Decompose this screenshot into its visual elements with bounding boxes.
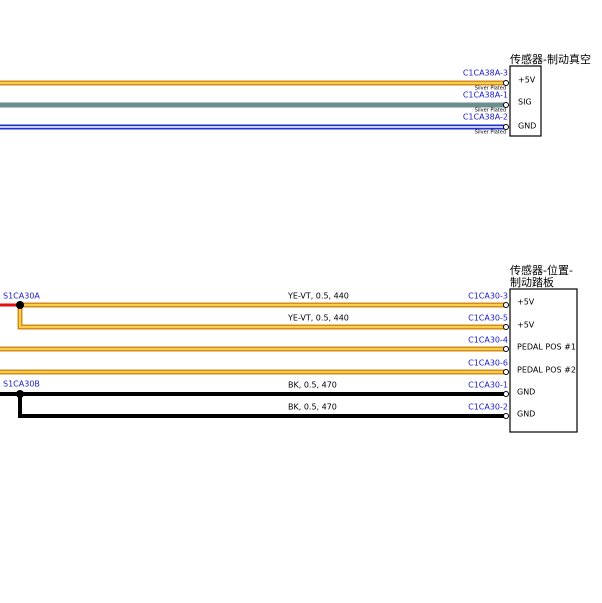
pin-label: +5V xyxy=(517,298,535,307)
connector-title: 传感器-制动真空 xyxy=(510,52,591,66)
pin-label: SIG xyxy=(518,98,532,107)
wire-label: BK, 0.5, 470 xyxy=(288,381,337,390)
connector-box xyxy=(509,288,578,433)
terminal-label: C1CA38A-1 xyxy=(463,91,508,100)
terminal-label: C1CA30-3 xyxy=(468,292,508,301)
terminal-label: C1CA30-5 xyxy=(468,314,508,323)
terminal-label: C1CA30-1 xyxy=(468,381,508,390)
connector-title: 制动踏板 xyxy=(510,275,554,289)
terminal-label: C1CA30-2 xyxy=(468,403,508,412)
wire-label: BK, 0.5, 470 xyxy=(288,403,337,412)
wire-label: YE-VT, 0.5, 440 xyxy=(287,314,349,323)
pin-label: GND xyxy=(518,122,536,131)
pin-label: GND xyxy=(517,388,535,397)
wire-label: YE-VT, 0.5, 440 xyxy=(287,292,349,301)
terminal-label: C1CA30-6 xyxy=(468,359,508,368)
pin-label: GND xyxy=(517,410,535,419)
wires-top xyxy=(0,80,509,130)
pin-label: PEDAL POS #2 xyxy=(517,366,576,375)
splice-label: S1CA30A xyxy=(3,292,40,301)
connector-box xyxy=(509,65,542,137)
pin-label: PEDAL POS #1 xyxy=(517,343,576,352)
plating-label: Silver Plated xyxy=(475,86,506,92)
connector-title: 传感器-位置- xyxy=(510,263,573,277)
splice-label: S1CA30B xyxy=(3,380,40,389)
terminal-label: C1CA30-4 xyxy=(468,336,508,345)
wires-bottom xyxy=(0,301,509,419)
pin-label: +5V xyxy=(518,76,536,85)
plating-label: Silver Plated xyxy=(475,108,506,114)
terminal-label: C1CA38A-3 xyxy=(463,69,508,78)
plating-label: Silver Plated xyxy=(475,130,506,136)
terminal-label: C1CA38A-2 xyxy=(463,113,508,122)
pin-label: +5V xyxy=(517,321,535,330)
